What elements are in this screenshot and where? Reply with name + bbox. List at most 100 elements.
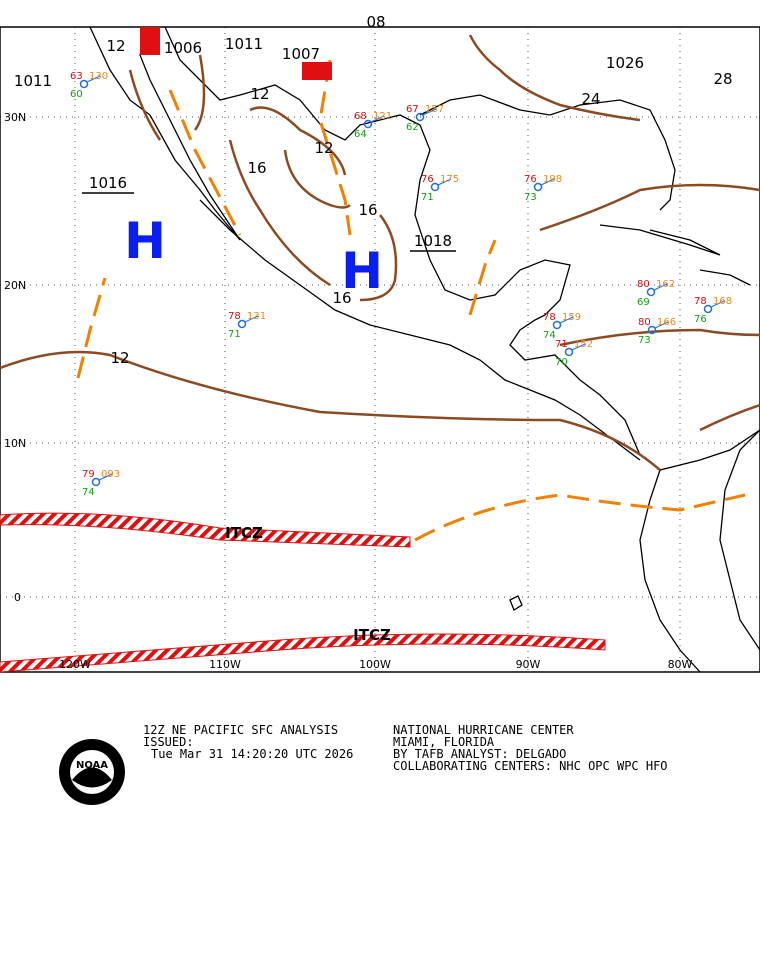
wind-barb [370,115,385,123]
station-circle [564,347,574,357]
isobars [0,34,760,471]
station-temp: 78 [228,311,241,322]
station-circle [703,304,713,314]
center-pressure: 1016 [89,174,127,192]
station-temp: 76 [421,174,434,185]
wind-barb [244,315,259,323]
station-dewpoint: 71 [228,329,241,340]
lon-label: 80W [668,658,693,671]
high-symbol: H [124,212,166,270]
station-temp: 68 [354,111,367,122]
station-dewpoint: 71 [421,192,434,203]
station-circle [646,287,656,297]
station-circle [647,325,657,335]
isobar-label: 12 [314,139,333,157]
footer-location: MIAMI, FLORIDA [393,735,495,749]
lon-label: 110W [209,658,241,671]
front-label: ITCZ [225,524,263,542]
isobar-label: 12 [250,85,269,103]
station-pressure: 093 [101,469,120,480]
wind-barb [422,108,437,116]
lon-label: 90W [516,658,541,671]
pressure-label: 1011 [225,35,263,53]
station-dewpoint: 73 [524,192,537,203]
low-marker [140,27,160,55]
station-temp: 67 [406,104,419,115]
pressure-label: 1026 [606,54,644,72]
station-pressure: 198 [543,174,562,185]
wind-barb [540,178,555,186]
noaa-logo: NOAA [59,739,125,805]
lat-label: 20N [4,279,26,292]
pressure-label: 1007 [282,45,320,63]
isobar-label: 12 [110,349,129,367]
station-circle [237,319,247,329]
wind-barb [86,75,101,83]
front-label: ITCZ [353,626,391,644]
station-temp: 80 [637,279,650,290]
station-pressure: 175 [440,174,459,185]
station-pressure: 121 [373,111,392,122]
station-temp: 76 [524,174,537,185]
lon-label: 120W [59,658,91,671]
isobar-label: 16 [247,159,266,177]
station-dewpoint: 60 [70,89,83,100]
wind-barb [654,321,669,329]
wind-barb [653,283,668,291]
itcz [0,512,606,673]
lat-label: 30N [4,111,26,124]
footer-issued: ISSUED: [143,735,194,749]
station-pressure: 166 [657,317,676,328]
wind-barb [559,316,574,324]
troughs [76,59,746,542]
station-pressure: 157 [425,104,444,115]
lat-label: 0 [14,591,21,604]
station-pressure: 131 [247,311,266,322]
station-dewpoint: 69 [637,297,650,308]
footer-time: Tue Mar 31 14:20:20 UTC 2026 [151,747,353,761]
coastlines [0,26,760,673]
lon-label: 100W [359,658,391,671]
grid [0,27,760,672]
station-circle [91,477,101,487]
wind-barb [571,343,586,351]
isobar-label: 12 [106,37,125,55]
stations: 78 71 131 79 74 093 78 74 159 71 70 152 80 69 162 80 73 1… [70,71,732,498]
isobar-label: 16 [358,201,377,219]
wind-barb [437,178,452,186]
station-temp: 78 [543,312,556,323]
wind-barb [710,300,725,308]
pressure-label: 1011 [14,72,52,90]
station-dewpoint: 74 [543,330,556,341]
station-dewpoint: 74 [82,487,95,498]
station-pressure: 162 [656,279,675,290]
wind-barb [98,473,113,481]
station-circle [430,182,440,192]
footer-center: NATIONAL HURRICANE CENTER [393,723,574,737]
station-dewpoint: 62 [406,122,419,133]
station-temp: 78 [694,296,707,307]
station-dewpoint: 64 [354,129,367,140]
station-circle [552,320,562,330]
station-pressure: 152 [574,339,593,350]
station-circle [79,79,89,89]
center-pressure: 1018 [414,232,452,250]
pressure-label: 1006 [164,39,202,57]
station-circle [363,119,373,129]
isobar-label: 16 [332,289,351,307]
low-marker [302,62,332,80]
station-circle [415,112,425,122]
logo-text: NOAA [76,760,108,771]
isobar-label: 28 [713,70,732,88]
lat-label: 10N [4,437,26,450]
footer-collab: COLLABORATING CENTERS: NHC OPC WPC HFO [393,759,668,773]
station-temp: 80 [638,317,651,328]
station-pressure: 168 [713,296,732,307]
isobar-label: 24 [581,90,600,108]
station-temp: 71 [555,339,568,350]
high-symbol: H [341,242,383,300]
station-dewpoint: 73 [638,335,651,346]
station-circle [533,182,543,192]
